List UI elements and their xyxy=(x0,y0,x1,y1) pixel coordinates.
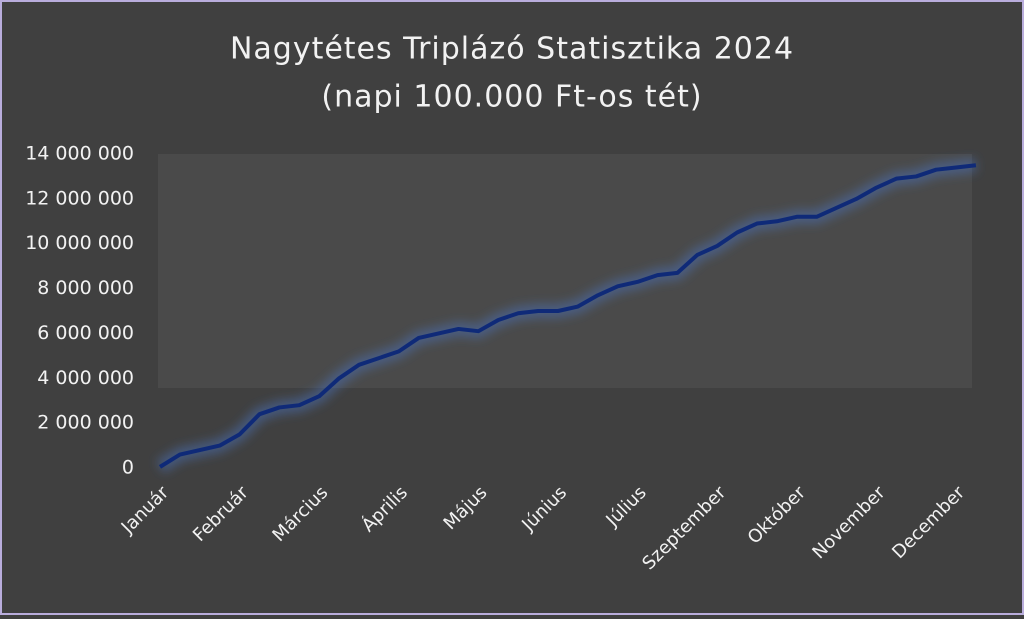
y-tick-label: 4 000 000 xyxy=(37,367,134,389)
y-tick-label: 6 000 000 xyxy=(37,322,134,344)
y-tick-label: 14 000 000 xyxy=(25,143,134,165)
y-tick-label: 8 000 000 xyxy=(37,277,134,299)
y-tick-label: 2 000 000 xyxy=(37,412,134,434)
y-tick-label: 0 xyxy=(122,457,134,479)
y-tick-label: 12 000 000 xyxy=(25,187,134,209)
chart-subtitle: (napi 100.000 Ft-os tét) xyxy=(321,80,702,115)
plot-area xyxy=(158,154,972,388)
y-tick-label: 10 000 000 xyxy=(25,232,134,254)
line xyxy=(158,163,977,469)
chart-title: Nagytétes Triplázó Statisztika 2024 xyxy=(230,32,794,67)
